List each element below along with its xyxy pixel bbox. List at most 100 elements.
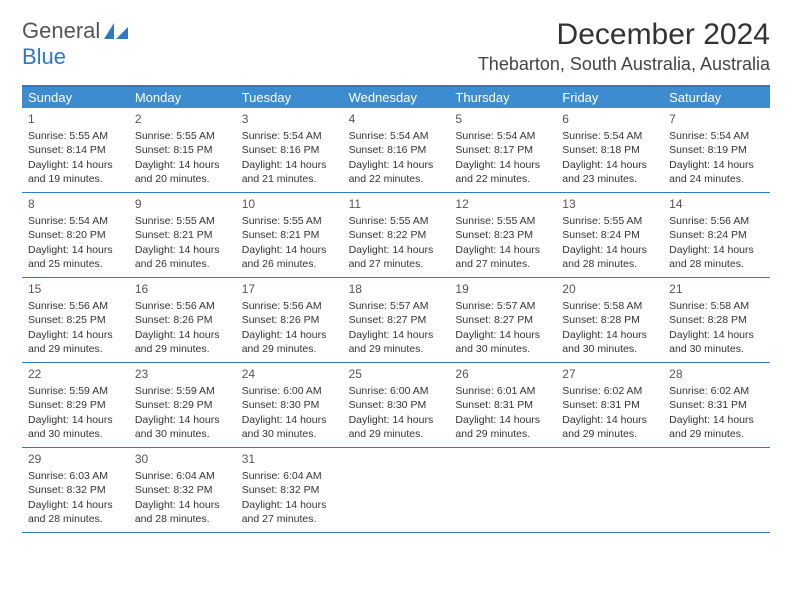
calendar-week-row: 22Sunrise: 5:59 AMSunset: 8:29 PMDayligh… — [22, 363, 770, 448]
sunrise-line: Sunrise: 5:56 AM — [135, 299, 230, 313]
daylight-line-2: and 27 minutes. — [455, 257, 550, 271]
calendar-day-cell: 16 Sunrise: 5:56 AMSunset: 8:26 PMDayligh… — [129, 278, 236, 362]
daylight-line-1: Daylight: 14 hours — [562, 328, 657, 342]
sunset-line: Sunset: 8:24 PM — [669, 228, 764, 242]
sunset-line: Sunset: 8:26 PM — [135, 313, 230, 327]
sunset-line: Sunset: 8:31 PM — [669, 398, 764, 412]
sunrise-line: Sunrise: 5:55 AM — [349, 214, 444, 228]
sunrise-line: Sunrise: 5:58 AM — [562, 299, 657, 313]
title-block: December 2024 Thebarton, South Australia… — [478, 18, 770, 75]
day-number: 8 — [28, 196, 123, 212]
calendar-weeks: 1Sunrise: 5:55 AMSunset: 8:14 PMDaylight… — [22, 108, 770, 533]
daylight-line-1: Daylight: 14 hours — [669, 158, 764, 172]
daylight-line-2: and 26 minutes. — [135, 257, 230, 271]
calendar-day-cell: 2Sunrise: 5:55 AMSunset: 8:15 PMDaylight… — [129, 108, 236, 192]
sunset-line: Sunset: 8:17 PM — [455, 143, 550, 157]
day-number: 30 — [135, 451, 230, 467]
weekday-header-cell: Monday — [129, 87, 236, 108]
daylight-line-2: and 29 minutes. — [28, 342, 123, 356]
sunrise-line: Sunrise: 5:55 AM — [28, 129, 123, 143]
daylight-line-2: and 25 minutes. — [28, 257, 123, 271]
day-number: 4 — [349, 111, 444, 127]
sunset-line: Sunset: 8:31 PM — [455, 398, 550, 412]
page-header: General Blue December 2024 Thebarton, So… — [22, 18, 770, 75]
daylight-line-1: Daylight: 14 hours — [455, 328, 550, 342]
day-number: 24 — [242, 366, 337, 382]
calendar-day-cell: 12Sunrise: 5:55 AMSunset: 8:23 PMDayligh… — [449, 193, 556, 277]
sunset-line: Sunset: 8:15 PM — [135, 143, 230, 157]
day-number: 20 — [562, 281, 657, 297]
sunset-line: Sunset: 8:28 PM — [669, 313, 764, 327]
daylight-line-2: and 28 minutes. — [28, 512, 123, 526]
logo-text-2: Blue — [22, 44, 66, 69]
day-number: 23 — [135, 366, 230, 382]
day-number: 27 — [562, 366, 657, 382]
calendar-week-row: 15Sunrise: 5:56 AMSunset: 8:25 PMDayligh… — [22, 278, 770, 363]
weekday-header-cell: Wednesday — [343, 87, 450, 108]
day-number: 7 — [669, 111, 764, 127]
calendar-day-cell: 8Sunrise: 5:54 AMSunset: 8:20 PMDaylight… — [22, 193, 129, 277]
day-number: 9 — [135, 196, 230, 212]
daylight-line-2: and 30 minutes. — [28, 427, 123, 441]
sunset-line: Sunset: 8:18 PM — [562, 143, 657, 157]
weekday-header-cell: Tuesday — [236, 87, 343, 108]
calendar-day-cell: 29Sunrise: 6:03 AMSunset: 8:32 PMDayligh… — [22, 448, 129, 532]
calendar-day-cell: 1Sunrise: 5:55 AMSunset: 8:14 PMDaylight… — [22, 108, 129, 192]
sunrise-line: Sunrise: 5:57 AM — [349, 299, 444, 313]
sunrise-line: Sunrise: 5:55 AM — [455, 214, 550, 228]
daylight-line-1: Daylight: 14 hours — [135, 328, 230, 342]
sunrise-line: Sunrise: 5:58 AM — [669, 299, 764, 313]
sunrise-line: Sunrise: 5:59 AM — [28, 384, 123, 398]
day-number: 13 — [562, 196, 657, 212]
calendar-day-cell: 14Sunrise: 5:56 AMSunset: 8:24 PMDayligh… — [663, 193, 770, 277]
sunset-line: Sunset: 8:29 PM — [28, 398, 123, 412]
daylight-line-1: Daylight: 14 hours — [562, 158, 657, 172]
daylight-line-2: and 29 minutes. — [562, 427, 657, 441]
sunset-line: Sunset: 8:30 PM — [349, 398, 444, 412]
daylight-line-1: Daylight: 14 hours — [349, 328, 444, 342]
sunrise-line: Sunrise: 5:54 AM — [28, 214, 123, 228]
calendar-day-cell: 27Sunrise: 6:02 AMSunset: 8:31 PMDayligh… — [556, 363, 663, 447]
sunrise-line: Sunrise: 5:55 AM — [562, 214, 657, 228]
daylight-line-2: and 29 minutes. — [349, 342, 444, 356]
calendar-day-cell: 6Sunrise: 5:54 AMSunset: 8:18 PMDaylight… — [556, 108, 663, 192]
sunset-line: Sunset: 8:31 PM — [562, 398, 657, 412]
daylight-line-1: Daylight: 14 hours — [28, 498, 123, 512]
sunrise-line: Sunrise: 5:55 AM — [242, 214, 337, 228]
daylight-line-2: and 27 minutes. — [349, 257, 444, 271]
day-number: 16 — [135, 281, 230, 297]
day-number: 11 — [349, 196, 444, 212]
daylight-line-2: and 30 minutes. — [135, 427, 230, 441]
sunset-line: Sunset: 8:14 PM — [28, 143, 123, 157]
logo-sail-icon — [104, 21, 130, 47]
weekday-header-cell: Saturday — [663, 87, 770, 108]
daylight-line-1: Daylight: 14 hours — [28, 158, 123, 172]
calendar-day-empty — [663, 448, 770, 532]
weekday-header-cell: Friday — [556, 87, 663, 108]
sunset-line: Sunset: 8:21 PM — [135, 228, 230, 242]
daylight-line-1: Daylight: 14 hours — [242, 498, 337, 512]
daylight-line-1: Daylight: 14 hours — [669, 328, 764, 342]
daylight-line-2: and 30 minutes. — [669, 342, 764, 356]
logo: General Blue — [22, 18, 130, 70]
daylight-line-2: and 30 minutes. — [455, 342, 550, 356]
day-number: 14 — [669, 196, 764, 212]
sunrise-line: Sunrise: 6:04 AM — [135, 469, 230, 483]
calendar: SundayMondayTuesdayWednesdayThursdayFrid… — [22, 85, 770, 533]
logo-text-1: General — [22, 18, 100, 43]
daylight-line-1: Daylight: 14 hours — [242, 328, 337, 342]
day-number: 26 — [455, 366, 550, 382]
day-number: 2 — [135, 111, 230, 127]
day-number: 18 — [349, 281, 444, 297]
daylight-line-2: and 21 minutes. — [242, 172, 337, 186]
sunrise-line: Sunrise: 5:55 AM — [135, 129, 230, 143]
daylight-line-1: Daylight: 14 hours — [242, 158, 337, 172]
calendar-day-empty — [449, 448, 556, 532]
sunset-line: Sunset: 8:20 PM — [28, 228, 123, 242]
day-number: 12 — [455, 196, 550, 212]
sunrise-line: Sunrise: 6:03 AM — [28, 469, 123, 483]
sunset-line: Sunset: 8:27 PM — [349, 313, 444, 327]
calendar-day-cell: 15Sunrise: 5:56 AMSunset: 8:25 PMDayligh… — [22, 278, 129, 362]
sunset-line: Sunset: 8:22 PM — [349, 228, 444, 242]
sunrise-line: Sunrise: 6:01 AM — [455, 384, 550, 398]
